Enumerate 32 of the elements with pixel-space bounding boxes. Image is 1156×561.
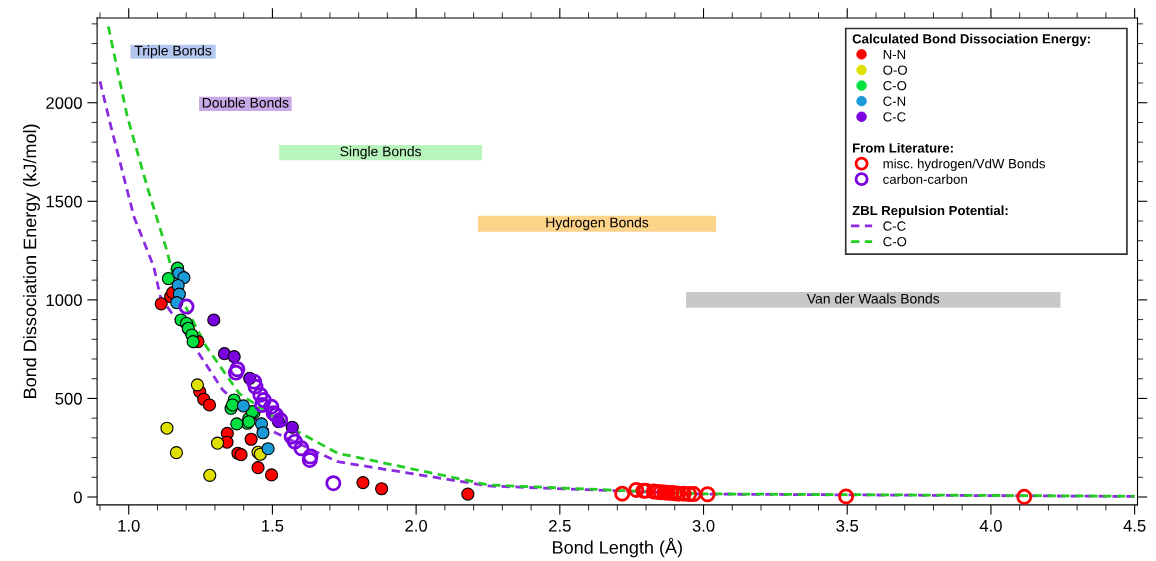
annotation: Van der Waals Bonds bbox=[806, 293, 940, 304]
x-tick-label: 4.0 bbox=[979, 519, 1002, 532]
y-tick-label: 500 bbox=[55, 392, 82, 405]
y-axis-title: Bond Dissociation Energy (kJ/mol) bbox=[23, 124, 40, 398]
x-tick-label: 2.0 bbox=[405, 519, 428, 532]
y-tick-label: 2000 bbox=[46, 97, 82, 109]
x-tick-label: 3.0 bbox=[692, 519, 715, 532]
x-tick-label: 2.5 bbox=[549, 519, 571, 532]
annotation: Hydrogen Bonds bbox=[546, 217, 649, 231]
y-tick-label: 1000 bbox=[46, 294, 82, 307]
y-tick-label: 0 bbox=[73, 491, 82, 504]
legend-label: C-O bbox=[883, 236, 907, 247]
x-tick-label: 4.5 bbox=[1123, 520, 1146, 532]
x-tick-label: 1.0 bbox=[118, 519, 140, 532]
legend-label: N-N bbox=[883, 49, 906, 59]
y-tick-label: 1500 bbox=[46, 195, 82, 208]
annotation: Double Bonds bbox=[202, 97, 289, 108]
legend-label: C-O bbox=[883, 80, 907, 91]
annotation: Triple Bonds bbox=[134, 45, 212, 59]
x-tick-label: 3.5 bbox=[836, 519, 859, 532]
legend-label: misc. hydrogen/VdW Bonds bbox=[883, 158, 1046, 171]
annotation: From Literature: bbox=[853, 143, 953, 153]
x-tick-label: 1.5 bbox=[262, 520, 284, 532]
annotation: ZBL Repulsion Potential: bbox=[852, 205, 1008, 218]
annotation: Calculated Bond Dissociation Energy: bbox=[852, 33, 1090, 47]
legend-label: carbon-carbon bbox=[883, 174, 967, 184]
x-axis-title: Bond Length (Å) bbox=[553, 537, 682, 558]
annotation: Single Bonds bbox=[340, 146, 422, 160]
legend-label: O-O bbox=[883, 65, 907, 75]
legend-label: C-C bbox=[883, 221, 906, 231]
legend-label: C-N bbox=[883, 96, 906, 106]
legend-label: C-C bbox=[883, 112, 906, 122]
